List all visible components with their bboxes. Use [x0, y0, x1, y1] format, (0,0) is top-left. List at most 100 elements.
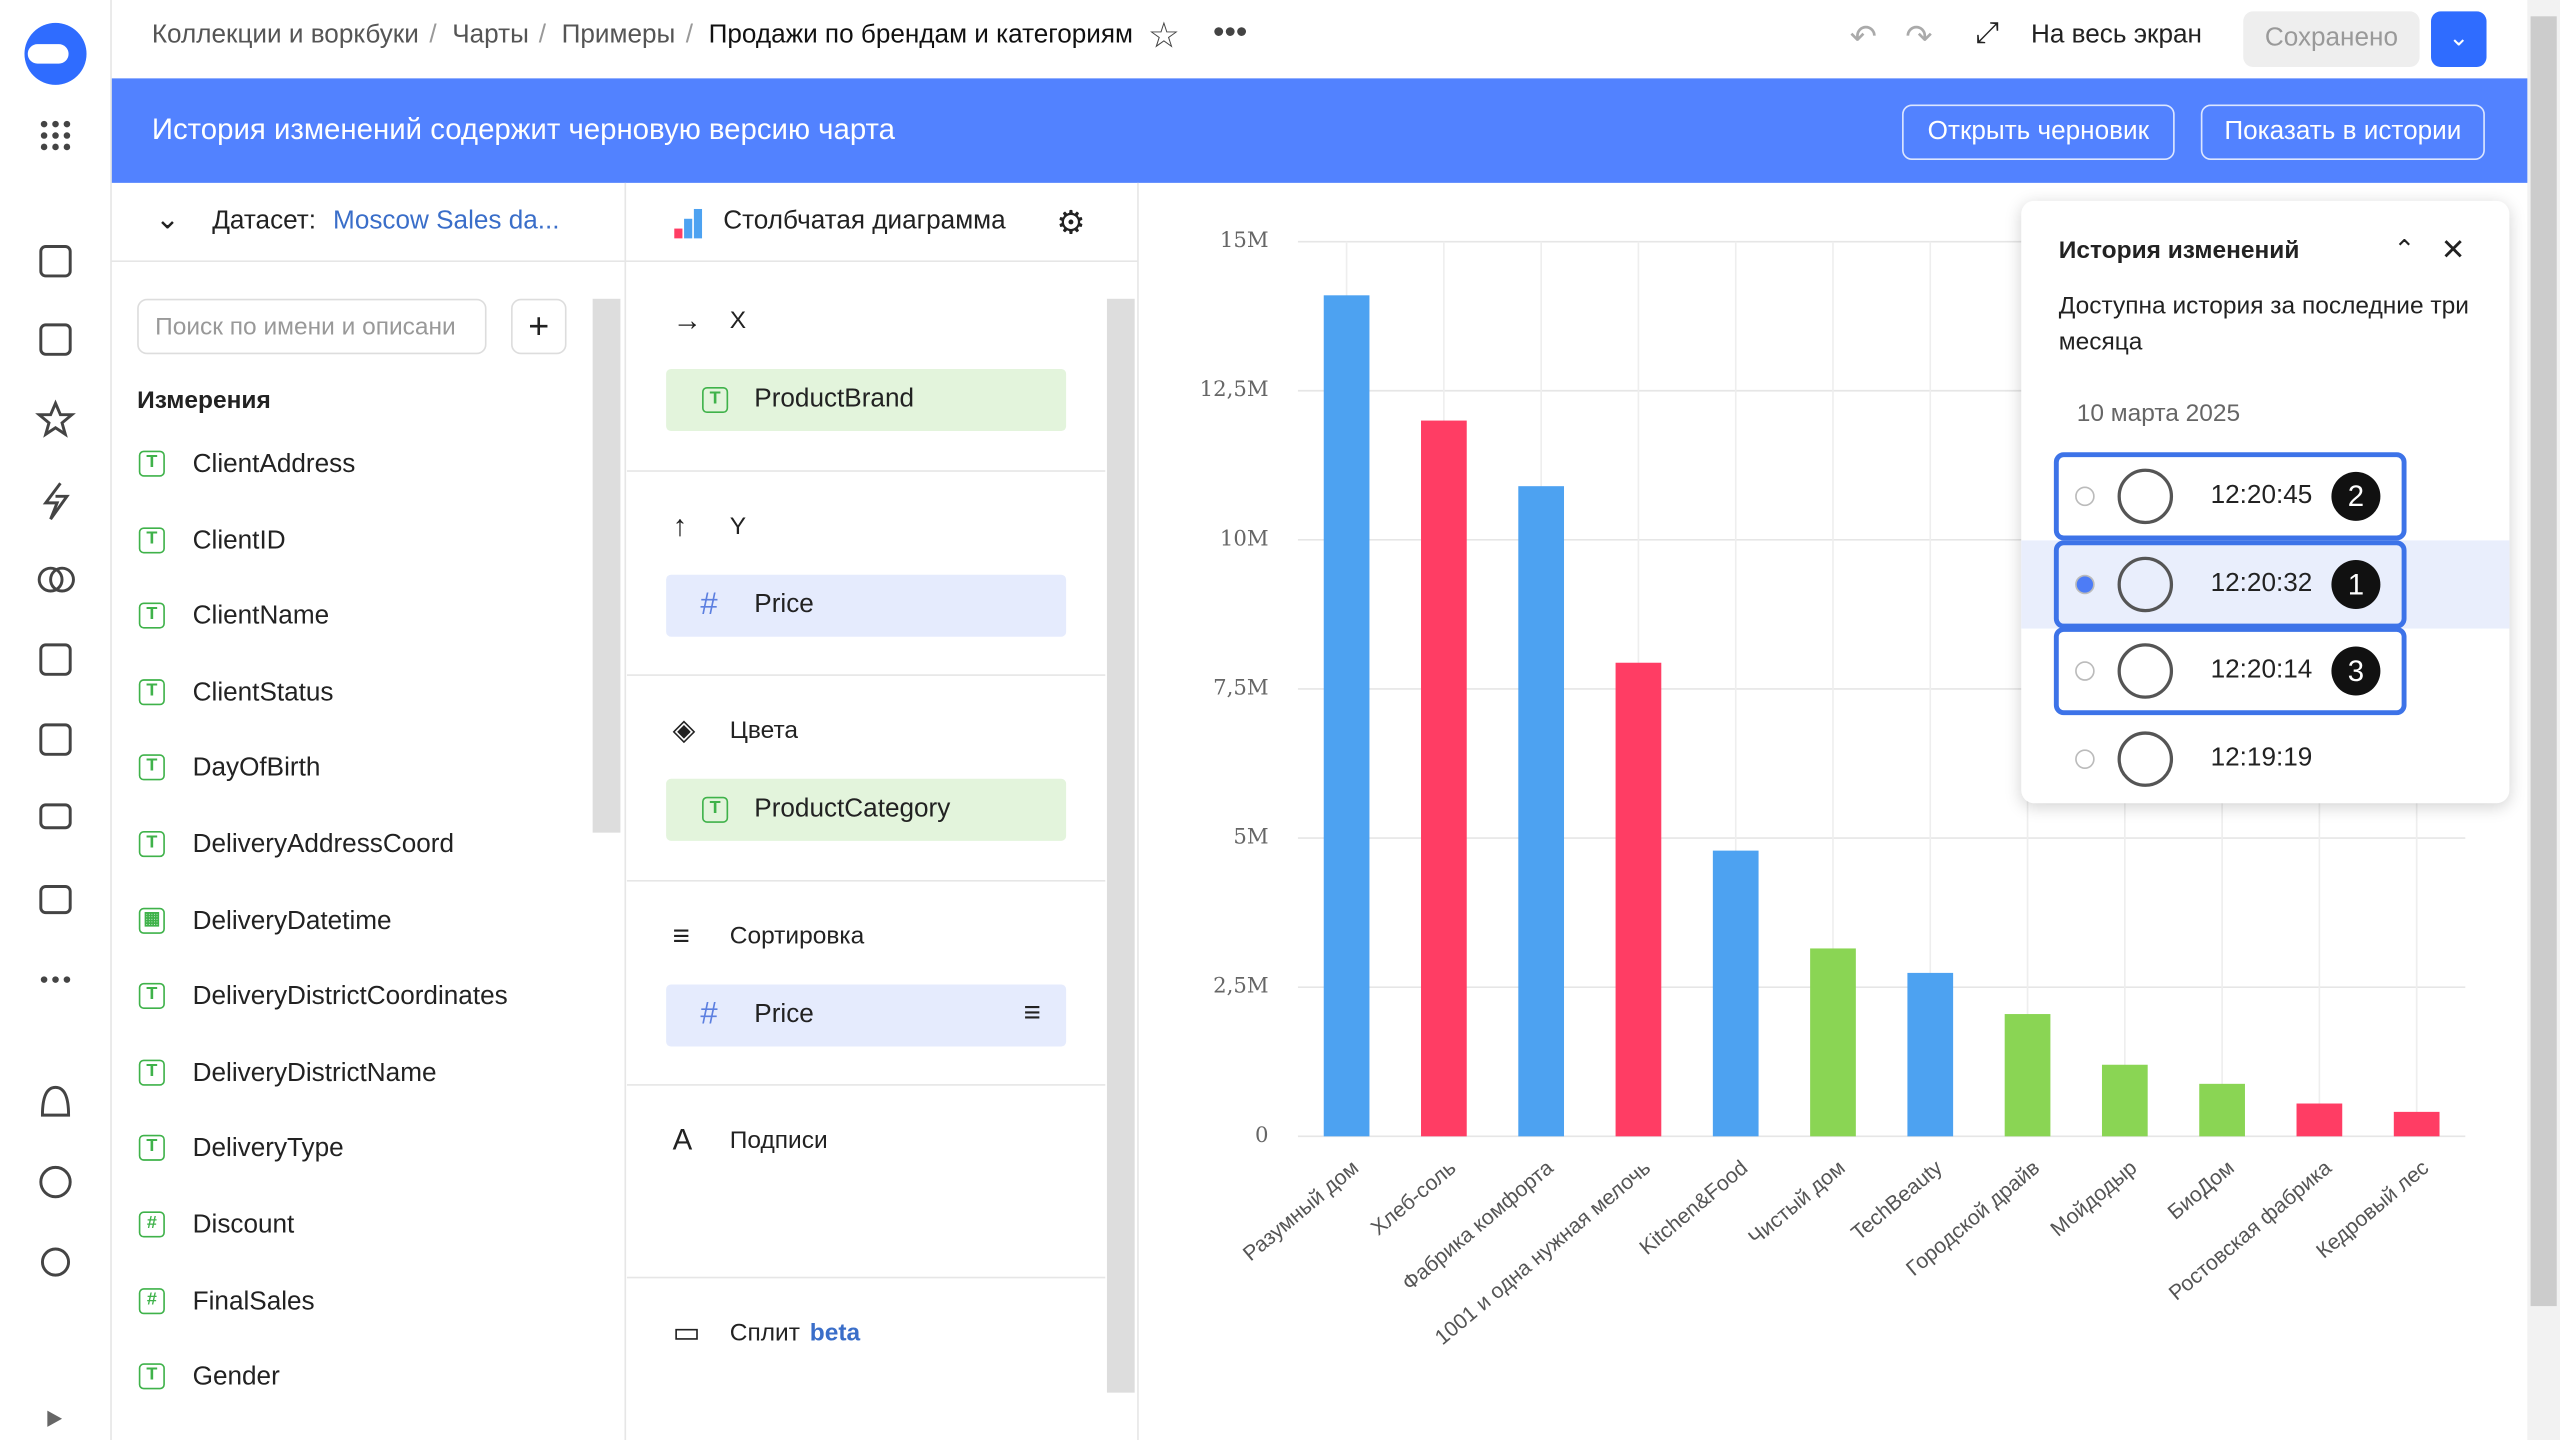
banner-button[interactable]: Показать в истории: [2200, 104, 2485, 160]
field-name[interactable]: ClientStatus: [192, 678, 334, 707]
version-radio[interactable]: [2117, 643, 2174, 700]
version-time[interactable]: 12:20:32: [2210, 569, 2313, 598]
version-time[interactable]: 12:20:14: [2210, 656, 2313, 685]
redo-icon[interactable]: ↷: [1905, 19, 1933, 56]
nav-icon[interactable]: [39, 803, 72, 830]
menu-dots[interactable]: [40, 120, 71, 983]
bar: [2393, 1111, 2440, 1137]
breadcrumb[interactable]: Коллекции и воркбуки: [151, 21, 419, 49]
field-icon: #: [138, 1211, 165, 1238]
field-name[interactable]: FinalSales: [192, 1287, 315, 1316]
more-icon[interactable]: •••: [1213, 14, 1248, 51]
scrollbar[interactable]: [1106, 298, 1135, 1393]
add-button[interactable]: +: [511, 298, 567, 355]
x-tick-label: Мойдодыр: [2046, 1156, 2141, 1241]
field-name[interactable]: ClientName: [192, 602, 330, 631]
y-tick-label: 0: [1255, 1123, 1269, 1148]
y-tick-label: 5M: [1233, 825, 1268, 850]
field-name[interactable]: Discount: [192, 1211, 295, 1240]
dataset-name[interactable]: Moscow Sales da...: [333, 207, 560, 236]
field-icon: T: [138, 678, 165, 705]
chart-type[interactable]: Столбчатая диаграмма: [723, 207, 1006, 236]
expand-icon[interactable]: [47, 1410, 63, 1427]
divider: [626, 1275, 1106, 1278]
nav-icon[interactable]: [39, 1165, 72, 1199]
nav-icon[interactable]: [40, 1085, 71, 1117]
field-name[interactable]: DeliveryType: [192, 1135, 344, 1164]
field-pill[interactable]: [666, 778, 1067, 841]
nav-icon[interactable]: [39, 245, 72, 278]
field-pill[interactable]: [666, 368, 1067, 432]
close-icon[interactable]: ✕: [2440, 233, 2466, 267]
breadcrumb[interactable]: Примеры: [561, 21, 676, 49]
nav-icon[interactable]: [37, 566, 64, 593]
breadcrumb-separator: /: [429, 21, 437, 49]
chart-type-icon: [674, 228, 683, 239]
timeline-dot[interactable]: [2075, 749, 2095, 770]
field-name[interactable]: DeliveryDistrictCoordinates: [192, 983, 508, 1011]
y-tick-label: 15M: [1220, 228, 1269, 253]
bar: [2101, 1064, 2148, 1137]
scrollbar[interactable]: [592, 298, 621, 833]
field-name[interactable]: ClientAddress: [192, 450, 356, 479]
nav-icon[interactable]: [49, 566, 75, 593]
y-tick-label: 10M: [1220, 526, 1269, 551]
undo-icon[interactable]: ↶: [1849, 19, 1878, 56]
nav-icon[interactable]: [39, 643, 72, 676]
scrollbar[interactable]: [2530, 16, 2557, 1307]
version-radio[interactable]: [2117, 556, 2174, 612]
field-name[interactable]: DeliveryDistrictName: [192, 1059, 437, 1088]
fullscreen-icon[interactable]: ⤢: [1975, 16, 2000, 49]
settings-icon[interactable]: ⚙: [1056, 205, 1086, 242]
field-name[interactable]: DayOfBirth: [192, 754, 321, 783]
save-menu[interactable]: ⌄: [2431, 11, 2487, 67]
nav-icon[interactable]: [40, 1247, 71, 1277]
collapse-icon[interactable]: ⌃: [2393, 236, 2416, 265]
version-time[interactable]: 12:19:19: [2210, 744, 2313, 773]
version-radio[interactable]: [2117, 731, 2174, 788]
banner-button[interactable]: Открыть черновик: [1902, 104, 2175, 160]
nav-icon[interactable]: [39, 323, 72, 356]
field-name[interactable]: DeliveryAddressCoord: [192, 831, 454, 859]
divider: [626, 674, 1106, 676]
save-button[interactable]: Сохранено: [2243, 11, 2420, 67]
timeline-dot[interactable]: [2075, 661, 2095, 682]
section-title: Сортировка: [729, 921, 865, 950]
nav-icon[interactable]: [39, 885, 72, 915]
version-radio[interactable]: [2117, 468, 2174, 525]
fullscreen-button[interactable]: На весь экран: [2031, 21, 2202, 49]
field-icon: T: [138, 526, 165, 553]
nav-icon[interactable]: [42, 482, 70, 521]
sidebar-icons: [35, 245, 76, 1277]
pill-name: ProductBrand: [754, 385, 915, 414]
sort-icon[interactable]: ≡: [1023, 995, 1041, 1028]
field-name[interactable]: ClientID: [192, 526, 286, 555]
bar: [1615, 662, 1662, 1137]
bar: [1712, 850, 1759, 1137]
favorite-icon[interactable]: ☆: [1147, 14, 1180, 56]
nav-icon[interactable]: [35, 399, 76, 438]
bar: [1810, 948, 1856, 1137]
field-icon: T: [138, 1059, 165, 1086]
field-icon: T: [138, 1135, 165, 1162]
pill-name: Price: [754, 590, 814, 618]
x-tick-label: TechBeauty: [1847, 1156, 1947, 1245]
history-title: История изменений: [2058, 236, 2300, 265]
search-input[interactable]: Поиск по имени и описани: [137, 298, 487, 355]
version-badge: 2: [2331, 471, 2381, 521]
pill-icon: #: [700, 586, 718, 622]
nav-icon[interactable]: [39, 723, 72, 756]
timeline-dot[interactable]: [2075, 574, 2095, 594]
field-name[interactable]: DeliveryDatetime: [192, 907, 392, 935]
banner-bg: [111, 78, 2560, 183]
breadcrumb[interactable]: Чарты: [452, 21, 529, 49]
version-time[interactable]: 12:20:45: [2210, 481, 2313, 510]
chevron[interactable]: ⌄: [155, 202, 180, 236]
field-pill[interactable]: [666, 573, 1067, 636]
field-name[interactable]: Gender: [192, 1363, 280, 1392]
field-pill[interactable]: [666, 983, 1067, 1046]
row-highlight: [2021, 539, 2510, 629]
section-icon: →: [672, 303, 703, 337]
timeline-dot[interactable]: [2075, 486, 2095, 507]
